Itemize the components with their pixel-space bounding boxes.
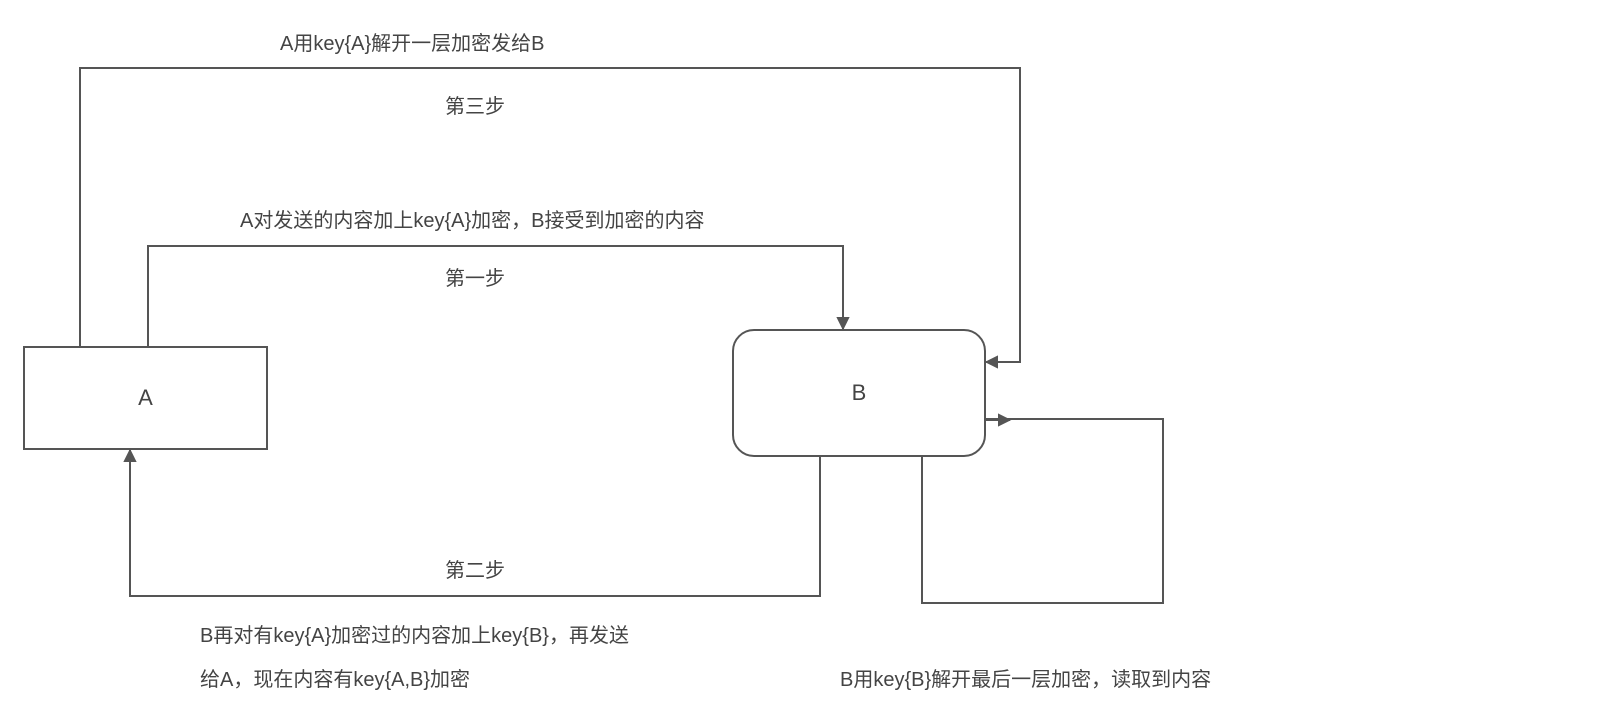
label-step2-line2: 给A，现在内容有key{A,B}加密 (200, 663, 470, 692)
label-step1-name: 第一步 (445, 262, 505, 291)
label-step4-desc: B用key{B}解开最后一层加密，读取到内容 (840, 663, 1211, 692)
node-a-label: A (138, 385, 153, 411)
label-step2-line1: B再对有key{A}加密过的内容加上key{B}，再发送 (200, 619, 629, 648)
label-step2-name: 第二步 (445, 554, 505, 583)
node-b: B (732, 329, 986, 457)
edge-step1 (148, 246, 843, 346)
label-step3-top: A用key{A}解开一层加密发给B (280, 27, 545, 56)
node-b-label: B (852, 380, 867, 406)
label-step1-top: A对发送的内容加上key{A}加密，B接受到加密的内容 (240, 204, 705, 233)
label-step3-name: 第三步 (445, 90, 505, 119)
node-a: A (23, 346, 268, 450)
